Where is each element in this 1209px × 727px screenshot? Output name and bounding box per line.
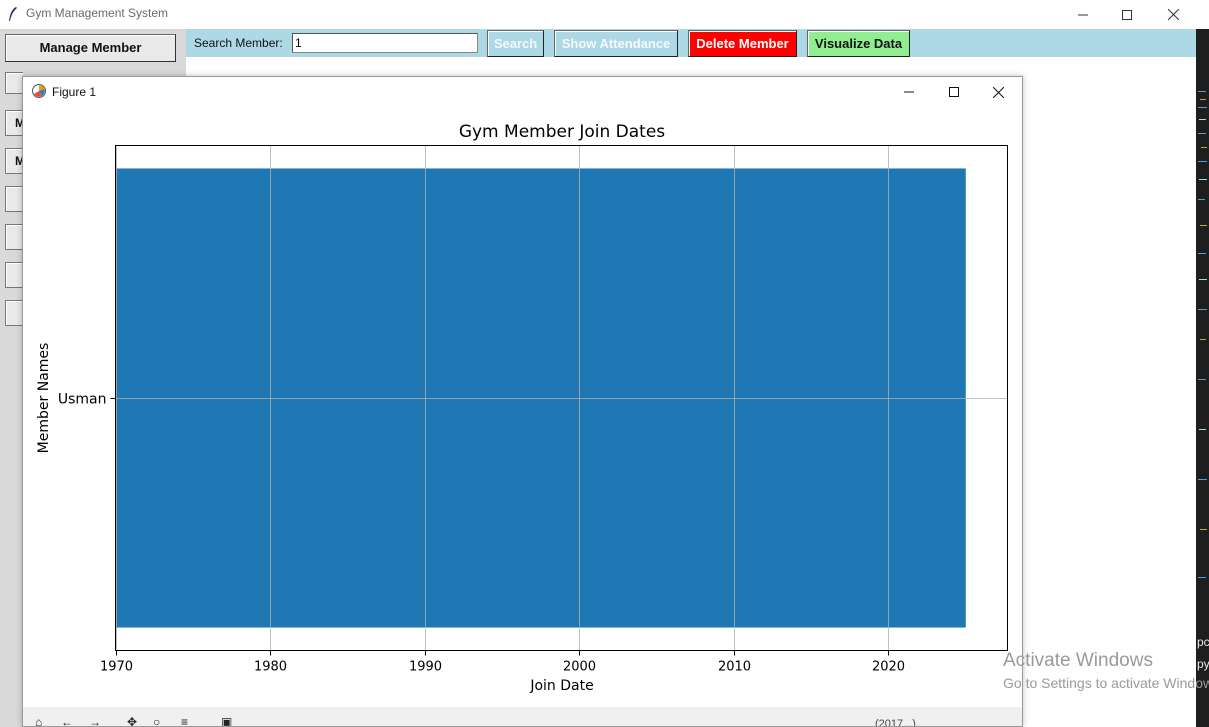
matplotlib-icon xyxy=(32,84,46,98)
sidebar-button-stub[interactable] xyxy=(5,224,23,250)
coordinate-readout: (2017...) xyxy=(875,718,916,727)
save-icon[interactable]: ▣ xyxy=(221,717,233,727)
x-tick-label: 1970 xyxy=(100,660,133,675)
y-axis-ticks: Usman xyxy=(58,392,116,408)
back-icon[interactable]: ← xyxy=(61,717,73,727)
background-editor-strip: pc py xyxy=(1196,29,1209,727)
forward-icon[interactable]: → xyxy=(89,717,101,727)
figure-minimize-button[interactable] xyxy=(886,77,931,107)
search-label: Search Member: xyxy=(194,36,283,50)
delete-member-button[interactable]: Delete Member xyxy=(688,30,797,57)
x-axis-ticks: 1970 1980 1990 2000 2010 2020 xyxy=(100,650,905,675)
x-axis-label: Join Date xyxy=(529,678,593,694)
close-button[interactable] xyxy=(1150,0,1196,29)
sidebar-button-stub[interactable] xyxy=(5,186,23,212)
watermark-line1: Activate Windows xyxy=(1003,650,1153,671)
minimize-icon xyxy=(1078,14,1088,15)
pan-icon[interactable]: ✥ xyxy=(127,717,138,727)
figure-maximize-button[interactable] xyxy=(931,77,976,107)
sidebar-button-stub[interactable] xyxy=(5,72,23,94)
x-tick-label: 1990 xyxy=(409,660,442,675)
home-icon[interactable]: ⌂ xyxy=(35,717,43,727)
maximize-icon xyxy=(948,87,959,97)
x-tick-label: 2000 xyxy=(563,660,596,675)
figure-titlebar: Figure 1 xyxy=(23,77,1022,107)
sidebar-button-stub[interactable] xyxy=(5,300,23,326)
minimize-button[interactable] xyxy=(1060,0,1106,29)
sidebar-button-stub[interactable]: M xyxy=(5,110,23,136)
chart-title: Gym Member Join Dates xyxy=(459,122,665,142)
search-button[interactable]: Search xyxy=(487,30,544,57)
show-attendance-button[interactable]: Show Attendance xyxy=(554,30,678,57)
configure-icon[interactable]: ≡ xyxy=(181,717,189,727)
app-title: Gym Management System xyxy=(26,6,169,20)
feather-icon xyxy=(9,7,17,21)
bar-group xyxy=(115,168,966,628)
close-icon xyxy=(993,86,1004,98)
x-tick-label: 1980 xyxy=(254,660,287,675)
watermark-line2: Go to Settings to activate Windows. xyxy=(1003,675,1209,691)
y-tick-label: Usman xyxy=(58,392,107,408)
visualize-data-button[interactable]: Visualize Data xyxy=(807,30,910,57)
figure-window: Figure 1 Gym Member Join Dates 1970 1980 1… xyxy=(22,76,1023,727)
figure-navigation-toolbar: ⌂ ← → ✥ ○ ≡ ▣ (2017...) xyxy=(23,707,1022,727)
activate-windows-watermark: Activate Windows Go to Settings to activ… xyxy=(1003,650,1209,691)
y-axis-label: Member Names xyxy=(36,343,52,454)
zoom-icon[interactable]: ○ xyxy=(153,717,161,727)
manage-member-button[interactable]: Manage Member xyxy=(5,34,176,62)
maximize-icon xyxy=(1122,9,1132,20)
close-icon xyxy=(1167,9,1179,20)
figure-title: Figure 1 xyxy=(52,85,97,99)
editor-fragment: pc xyxy=(1197,635,1209,649)
figure-close-button[interactable] xyxy=(976,77,1021,107)
app-titlebar: Gym Management System xyxy=(0,0,1209,29)
sidebar-button-stub[interactable] xyxy=(5,262,23,288)
minimize-icon xyxy=(903,91,914,93)
join-dates-chart: Gym Member Join Dates 1970 1980 1990 2000 20… xyxy=(36,122,1008,694)
editor-fragment: py xyxy=(1197,657,1209,671)
x-tick-label: 2010 xyxy=(718,660,751,675)
search-input[interactable]: 1 xyxy=(292,33,478,53)
bar-usman xyxy=(115,168,966,628)
maximize-button[interactable] xyxy=(1104,0,1150,29)
x-tick-label: 2020 xyxy=(872,660,905,675)
sidebar-button-stub[interactable]: M xyxy=(5,148,23,174)
grid-lines xyxy=(115,145,1008,651)
